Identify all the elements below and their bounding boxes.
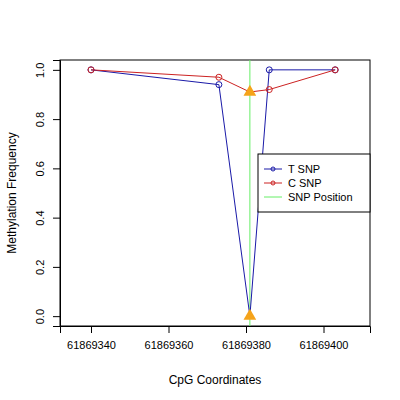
y-tick: 0.2: [34, 260, 60, 275]
point: [332, 67, 338, 73]
y-tick-label: 0.0: [34, 309, 46, 324]
y-tick-label: 0.8: [34, 112, 46, 127]
x-tick-mark: [324, 326, 325, 333]
point: [332, 67, 338, 73]
x-tick-mark: [91, 326, 92, 333]
point: [216, 74, 222, 80]
y-tick-label: 1.0: [34, 63, 46, 78]
x-tick: 61869400: [300, 326, 349, 351]
snp-line: [249, 60, 250, 326]
x-tick-label: 61869340: [67, 339, 116, 351]
legend-entry: T SNP: [264, 163, 320, 175]
snp-point: [244, 85, 257, 96]
x-tick-mark: [246, 326, 247, 333]
x-tick-label: 61869400: [300, 339, 349, 351]
x-tick: 61869380: [222, 326, 271, 351]
legend-label: T SNP: [288, 163, 320, 175]
y-tick-label: 0.2: [34, 260, 46, 275]
y-tick-mark: [53, 316, 60, 317]
legend-marker: [271, 167, 275, 171]
snp-point: [244, 309, 257, 320]
chart: 618693406186936061869380618694000.00.20.…: [0, 0, 400, 400]
y-tick-mark: [53, 267, 60, 268]
x-tick: 61869340: [67, 326, 116, 351]
point: [266, 67, 272, 73]
y-tick: 0.4: [34, 210, 60, 225]
y-tick-mark: [53, 70, 60, 71]
legend-label: SNP Position: [288, 191, 353, 203]
y-axis: 0.0 0.2 0.4 0.6 0.8 1.0: [34, 61, 61, 327]
legend-marker: [271, 181, 275, 185]
y-tick-label: 0.6: [34, 161, 46, 176]
y-axis-line: [53, 61, 61, 327]
y-tick-mark: [53, 119, 60, 120]
y-tick: 1.0: [34, 63, 60, 78]
x-axis: 61869340 61869360 61869380 61869400: [61, 326, 371, 351]
y-tick: 0.6: [34, 161, 60, 176]
series-line: [91, 70, 335, 92]
y-tick: 0.8: [34, 112, 60, 127]
point: [88, 67, 94, 73]
x-tick: 61869360: [145, 326, 194, 351]
legend-swatch: [264, 183, 282, 184]
legend-box: [258, 154, 370, 212]
x-tick-label: 61869380: [222, 339, 271, 351]
legend-swatch: [264, 197, 282, 198]
x-axis-title: CpG Coordinates: [169, 373, 262, 387]
y-tick-mark: [53, 168, 60, 169]
legend: T SNP C SNP SNP Position: [258, 154, 370, 212]
point: [266, 87, 272, 93]
x-axis-line: [61, 327, 371, 334]
point: [88, 67, 94, 73]
legend-entry: C SNP: [264, 177, 322, 189]
legend-swatch: [264, 169, 282, 170]
legend-entry: SNP Position: [264, 191, 353, 203]
y-tick-mark: [53, 218, 60, 219]
x-tick-label: 61869360: [145, 339, 194, 351]
plot: 618693406186936061869380618694000.00.20.…: [34, 60, 371, 351]
x-tick-mark: [169, 326, 170, 333]
legend-label: C SNP: [288, 177, 322, 189]
y-axis-title: Methylation Frequency: [5, 132, 19, 253]
point: [216, 82, 222, 88]
plot-frame: [60, 60, 370, 326]
y-tick: 0.0: [34, 309, 60, 324]
y-tick-label: 0.4: [34, 210, 46, 225]
